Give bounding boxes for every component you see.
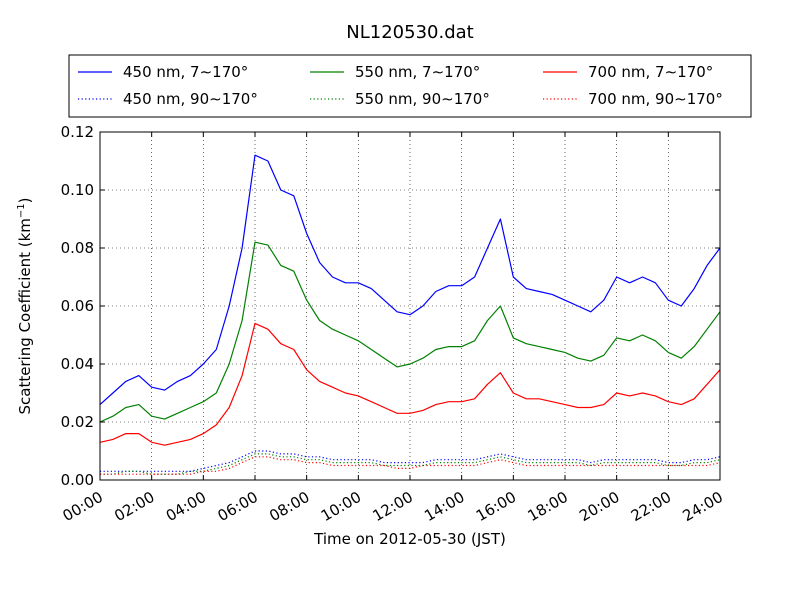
series-line-1 — [99, 241, 721, 423]
y-tick-label: 0.12 — [61, 123, 94, 141]
y-tick-label: 0.08 — [61, 239, 94, 257]
series-line-0 — [99, 154, 721, 406]
y-axis-label-exponent: −1 — [16, 203, 27, 218]
y-tick-label: 0.02 — [61, 413, 94, 431]
series-line-2 — [99, 322, 721, 446]
series-line-5 — [100, 456, 721, 475]
y-tick-label: 0.06 — [61, 297, 94, 315]
legend-label-4: 550 nm, 90∼170° — [355, 90, 490, 108]
legend-label-2: 700 nm, 7∼170° — [588, 63, 713, 81]
y-tick-label: 0.10 — [61, 181, 94, 199]
legend-label-0: 450 nm, 7∼170° — [123, 63, 248, 81]
x-axis-label: Time on 2012-05-30 (JST) — [313, 530, 506, 548]
legend-box — [68, 54, 752, 118]
legend-label-3: 450 nm, 90∼170° — [123, 90, 258, 108]
chart-title: NL120530.dat — [346, 22, 473, 43]
grid-lines — [100, 132, 720, 480]
y-tick-label: 0.00 — [61, 471, 94, 489]
legend: 450 nm, 7∼170° 550 nm, 7∼170° 700 nm, 7∼17… — [68, 54, 752, 118]
y-tick-label: 0.04 — [61, 355, 94, 373]
legend-label-1: 550 nm, 7∼170° — [355, 63, 480, 81]
legend-label-5: 700 nm, 90∼170° — [588, 90, 723, 108]
series-lines — [99, 154, 721, 475]
y-axis-label-end: ) — [16, 197, 34, 203]
y-axis-label: Scattering Coefficient (km−1) — [16, 197, 34, 414]
y-axis-label-text: Scattering Coefficient (km — [16, 218, 34, 414]
